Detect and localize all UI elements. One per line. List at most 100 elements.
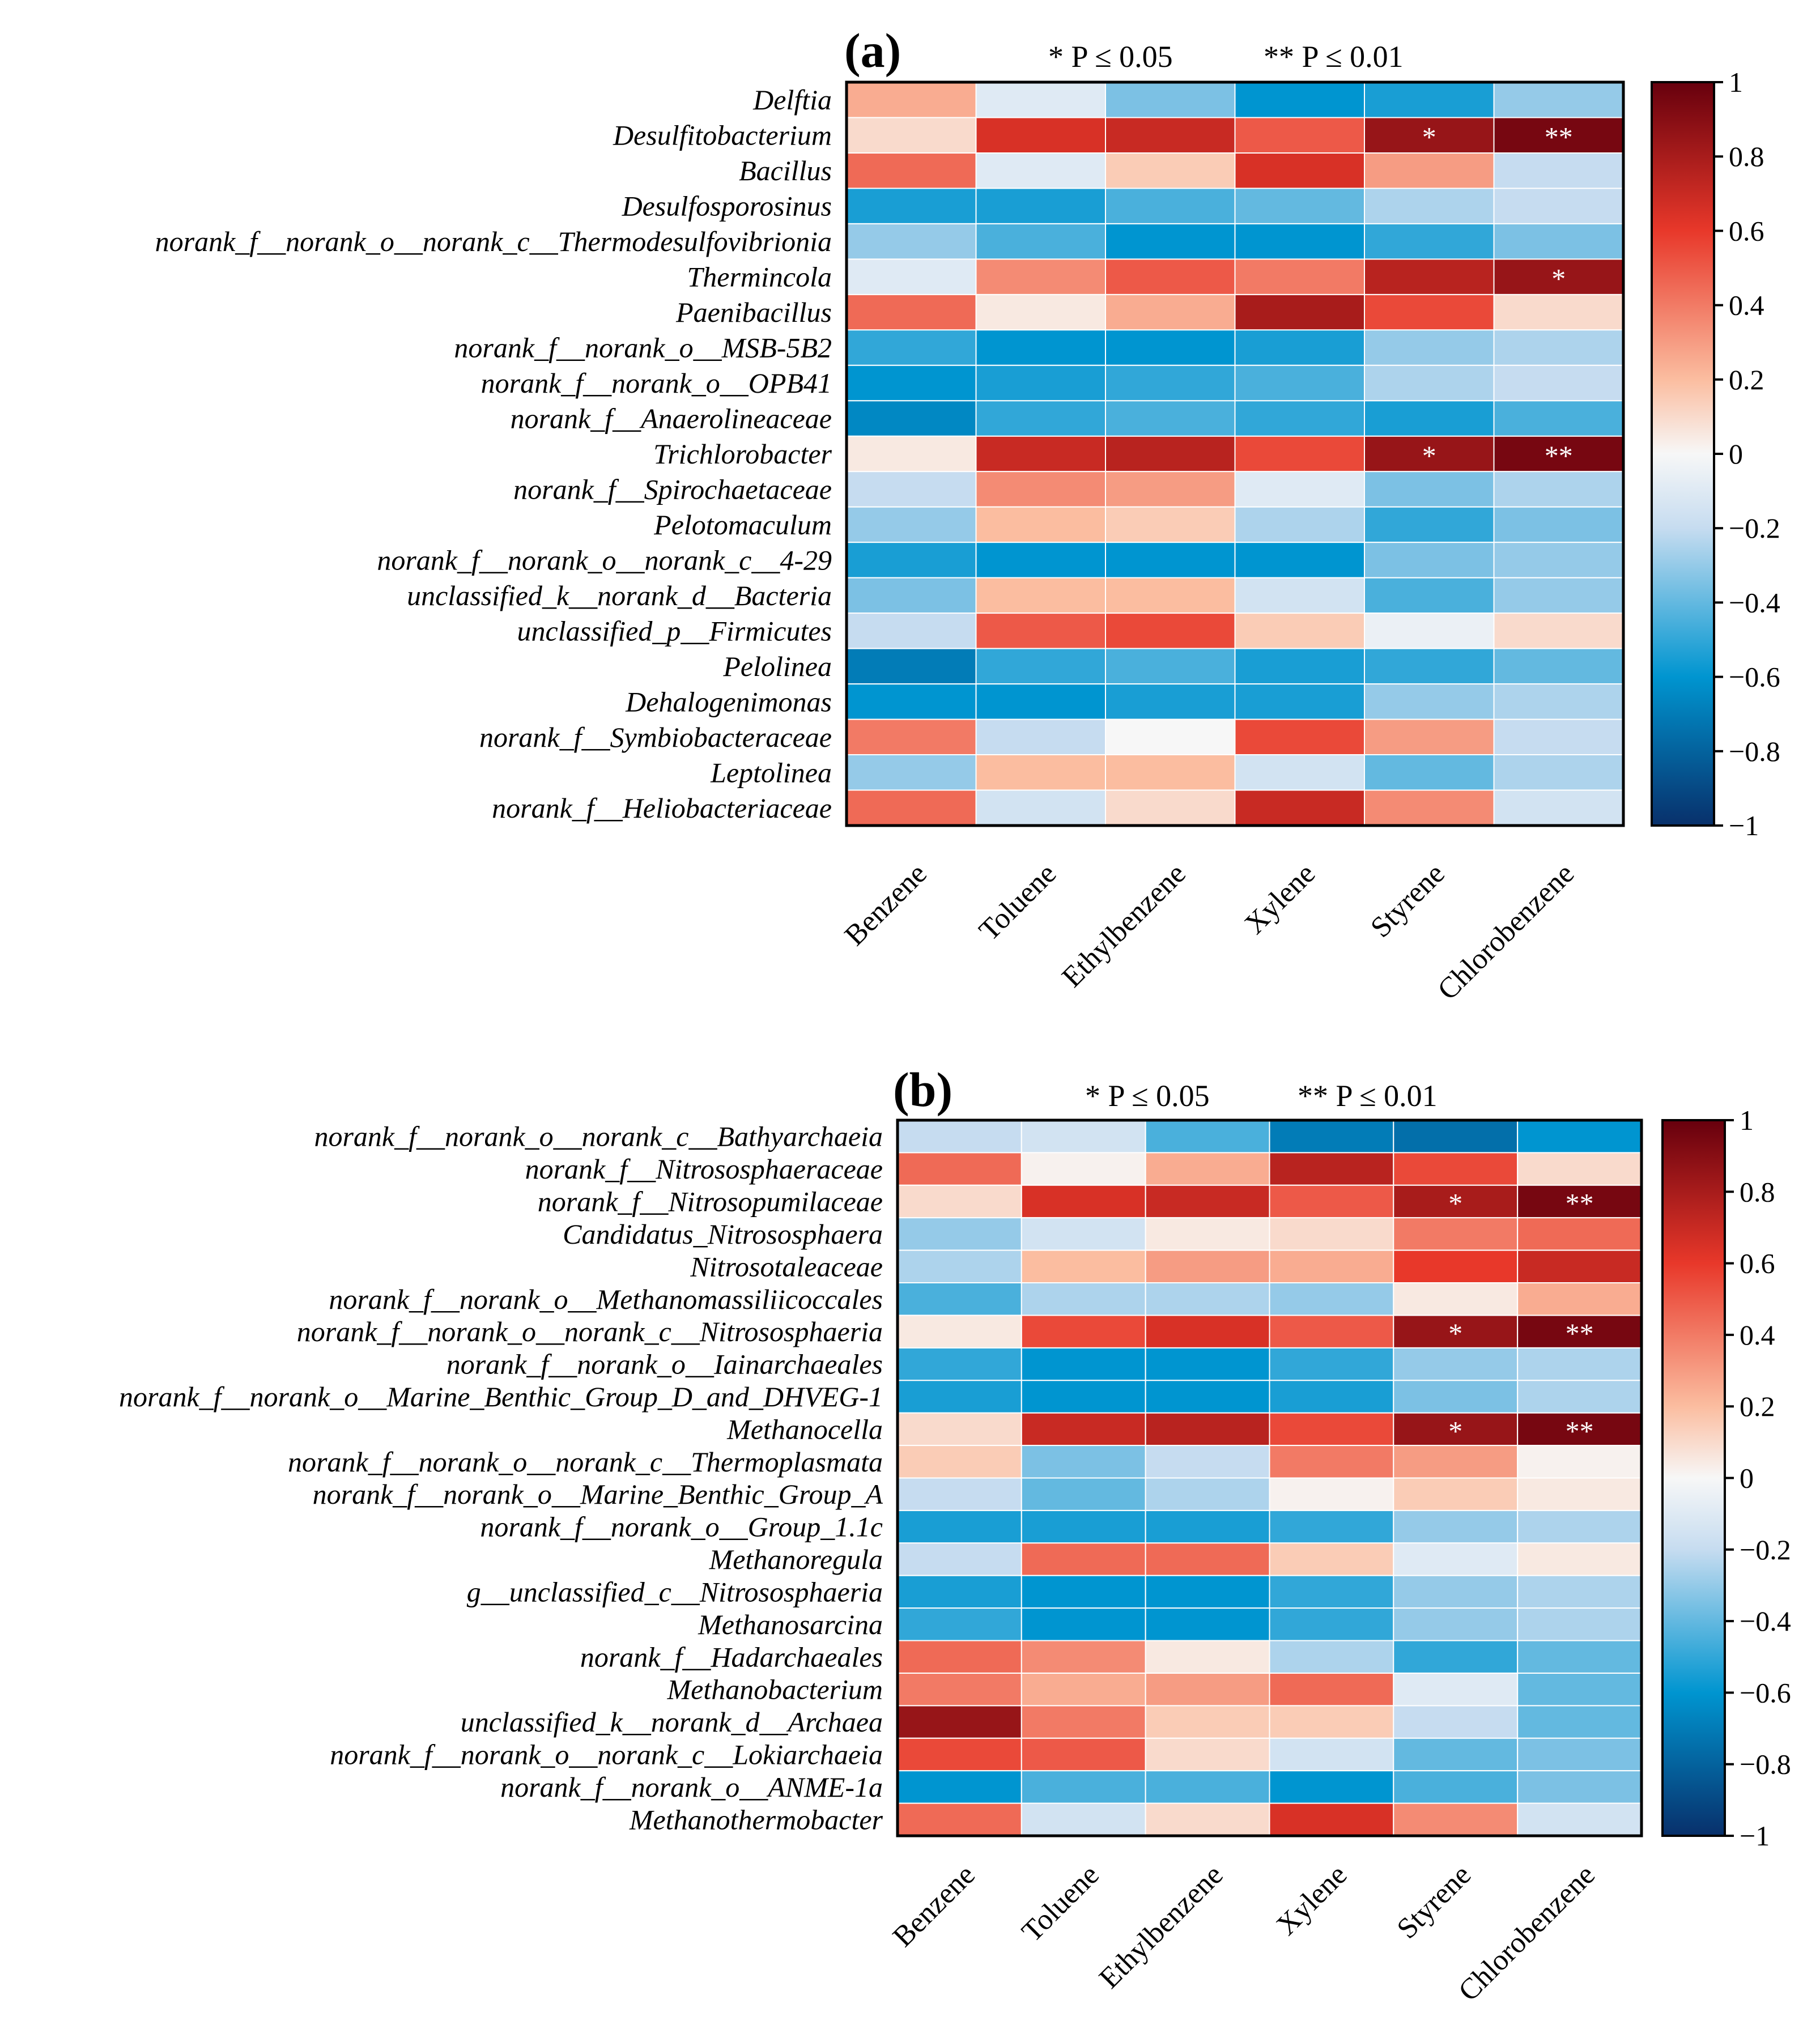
heatmap-cell	[1020, 1380, 1146, 1414]
heatmap-cell	[1364, 506, 1495, 543]
heatmap-cell	[1517, 1249, 1642, 1284]
heatmap-cell	[897, 1217, 1022, 1251]
colorbar-tick-label: 1	[1740, 1104, 1754, 1136]
row-label: norank_f__norank_o__ANME-1a	[500, 1771, 883, 1803]
column-label: Benzene	[839, 857, 933, 952]
heatmap-cell	[975, 258, 1106, 295]
row-label: norank_f__Nitrososphaeraceae	[525, 1153, 883, 1185]
heatmap-cell	[1269, 1152, 1394, 1186]
heatmap-cell	[1145, 1249, 1270, 1284]
heatmap-cell	[1493, 152, 1624, 189]
heatmap-cell	[1493, 683, 1624, 720]
heatmap-cell	[1145, 1673, 1270, 1707]
heatmap-cell	[1234, 223, 1365, 260]
row-label: norank_f__Symbiobacteraceae	[479, 721, 832, 753]
heatmap-cell	[1493, 117, 1624, 154]
panel-b-sig-legend-1: * P ≤ 0.05	[1085, 1079, 1210, 1113]
heatmap-cell	[1493, 223, 1624, 260]
heatmap-cell	[1145, 1184, 1270, 1219]
panel-b-row-labels: norank_f__norank_o__norank_c__Bathyarcha…	[119, 1121, 883, 1836]
heatmap-cell	[1105, 293, 1236, 331]
heatmap-cell	[1020, 1412, 1146, 1447]
heatmap-cell	[1145, 1705, 1270, 1739]
heatmap-cell	[1020, 1509, 1146, 1544]
heatmap-cell	[1493, 471, 1624, 508]
significance-marker: **	[1545, 121, 1573, 153]
colorbar-tick-label: −0.2	[1740, 1534, 1791, 1566]
heatmap-cell	[1145, 1152, 1270, 1186]
heatmap-cell	[1393, 1802, 1519, 1837]
significance-marker: **	[1545, 440, 1573, 471]
row-label: norank_f__norank_o__Methanomassiliicocca…	[329, 1283, 883, 1315]
heatmap-cell	[1364, 293, 1495, 331]
heatmap-cell	[1269, 1542, 1394, 1576]
heatmap-cell	[1234, 648, 1365, 685]
heatmap-cell	[1269, 1249, 1394, 1284]
heatmap-cell	[1020, 1607, 1146, 1641]
heatmap-cell	[1105, 754, 1236, 791]
row-label: norank_f__norank_o__norank_c__Nitrososph…	[297, 1316, 883, 1347]
heatmap-cell	[1020, 1347, 1146, 1381]
heatmap-cell	[1145, 1542, 1270, 1576]
row-label: Methanoregula	[709, 1543, 883, 1575]
heatmap-cell	[1364, 223, 1495, 260]
heatmap-cell	[1020, 1673, 1146, 1707]
heatmap-cell	[1364, 683, 1495, 720]
heatmap-cell	[1393, 1705, 1519, 1739]
heatmap-cell	[1393, 1380, 1519, 1414]
heatmap-cell	[1517, 1802, 1642, 1837]
heatmap-cell	[1517, 1477, 1642, 1511]
heatmap-cell	[1364, 718, 1495, 756]
row-label: norank_f__norank_o__MSB-5B2	[454, 332, 832, 364]
colorbar-tick-label: −0.8	[1729, 735, 1780, 767]
column-label: Toluene	[973, 857, 1062, 947]
heatmap-cell	[1393, 1673, 1519, 1707]
heatmap-cell	[846, 400, 977, 437]
heatmap-cell	[846, 612, 977, 649]
heatmap-frame	[896, 1118, 1643, 1837]
heatmap-cell	[1393, 1347, 1519, 1381]
heatmap-cell	[1234, 364, 1365, 402]
significance-marker: *	[1448, 1415, 1462, 1447]
heatmap-cell	[1393, 1509, 1519, 1544]
row-label: unclassified_p__Firmicutes	[517, 615, 832, 646]
heatmap-cell	[1105, 542, 1236, 579]
heatmap-cell	[1364, 542, 1495, 579]
panel-a: (a) * P ≤ 0.05 ** P ≤ 0.01 * **** ** Delft…	[155, 23, 1780, 1006]
heatmap-cell	[897, 1542, 1022, 1576]
colorbar-tick-label: −0.8	[1740, 1749, 1791, 1780]
heatmap-cell	[1020, 1217, 1146, 1251]
heatmap-cell	[1364, 82, 1495, 118]
heatmap-cell	[975, 648, 1106, 685]
row-label: g__unclassified_c__Nitrososphaeria	[467, 1576, 883, 1607]
row-label: Methanosarcina	[698, 1609, 883, 1640]
heatmap-cell	[1493, 364, 1624, 402]
heatmap-cell	[1234, 329, 1365, 366]
significance-marker: **	[1566, 1317, 1594, 1349]
heatmap-cell	[1364, 364, 1495, 402]
heatmap-cell	[1105, 435, 1236, 473]
heatmap-cell	[1269, 1575, 1394, 1609]
heatmap-cell	[1493, 188, 1624, 224]
heatmap-cell	[1364, 258, 1495, 295]
colorbar-tick-label: 0.8	[1729, 141, 1764, 172]
heatmap-cell	[1517, 1640, 1642, 1674]
panel-b-label: (b)	[893, 1062, 952, 1117]
heatmap-cell	[1020, 1184, 1146, 1219]
row-label: Leptolinea	[710, 756, 832, 788]
row-label: Trichlorobacter	[653, 438, 832, 470]
heatmap-cell	[897, 1705, 1022, 1739]
heatmap-cell	[1105, 577, 1236, 614]
heatmap-cell	[897, 1509, 1022, 1544]
heatmap-cell	[1105, 82, 1236, 118]
heatmap-cell	[1234, 117, 1365, 154]
panel-a-heatmap: * **** **	[845, 80, 1625, 827]
heatmap-cell	[1105, 152, 1236, 189]
column-label: Styrene	[1391, 1858, 1478, 1945]
heatmap-cell	[897, 1737, 1022, 1772]
row-label: Desulfitobacterium	[613, 120, 832, 151]
colorbar-tick-label: 0.4	[1729, 290, 1764, 321]
row-label: norank_f__norank_o__norank_c__Thermodesu…	[155, 226, 832, 257]
heatmap-cell	[1145, 1282, 1270, 1316]
